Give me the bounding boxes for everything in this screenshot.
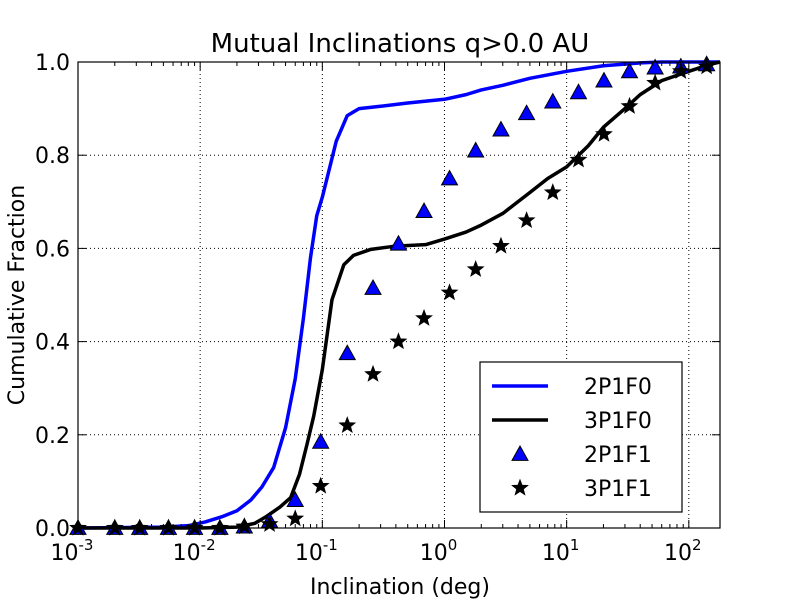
legend-label: 3P1F1: [584, 477, 652, 502]
y-axis-title: Cumulative Fraction: [5, 185, 30, 405]
series-line: [77, 60, 720, 530]
y-tick-label: 0.6: [35, 237, 70, 262]
y-tick-label: 1.0: [35, 51, 70, 76]
star-point: [311, 476, 330, 494]
triangle-point: [543, 92, 562, 109]
star-point: [159, 518, 178, 536]
plot-frame: [77, 61, 721, 529]
star-point: [415, 308, 433, 326]
x-tick-base: 10: [420, 541, 448, 566]
star-point: [697, 57, 716, 75]
triangle-point: [311, 432, 330, 449]
y-tick-label: 0.8: [35, 144, 70, 169]
triangle-point: [364, 278, 382, 295]
star-point: [466, 260, 485, 277]
triangle-point: [595, 71, 613, 88]
star-point: [543, 183, 562, 201]
x-tick-exponent: -1: [323, 536, 338, 554]
x-axis-title: Inclination (deg): [310, 575, 490, 600]
triangle-point: [492, 120, 510, 137]
x-tick-base: 10: [51, 541, 79, 566]
x-tick-label: 10-1: [295, 536, 338, 566]
star-point: [671, 61, 690, 79]
x-tick-base: 10: [173, 541, 201, 566]
legend-label: 3P1F0: [584, 409, 652, 434]
y-tick-label: 0.0: [35, 517, 70, 542]
legend-swatch-marker: [511, 444, 529, 461]
x-tick-exponent: 2: [692, 536, 702, 554]
star-point: [646, 73, 665, 91]
star-point: [620, 96, 639, 114]
legend-label: 2P1F1: [584, 443, 652, 468]
star-point: [492, 236, 510, 254]
x-tick-exponent: 0: [448, 536, 458, 554]
triangle-point: [517, 104, 536, 121]
star-point: [130, 518, 149, 536]
x-tick-label: 100: [420, 536, 458, 566]
y-tick-label: 0.4: [35, 331, 70, 356]
x-tick-base: 10: [542, 541, 570, 566]
triangle-point: [415, 202, 433, 219]
x-tick-exponent: -2: [201, 536, 216, 554]
triangle-point: [569, 83, 588, 100]
star-point: [235, 517, 254, 535]
legend-label: 2P1F0: [584, 375, 652, 400]
star-point: [364, 364, 382, 382]
triangle-point: [338, 344, 357, 361]
x-tick-label: 10-3: [51, 536, 94, 566]
star-point: [338, 416, 357, 434]
series-line: [78, 60, 721, 530]
x-tick-label: 102: [664, 536, 702, 566]
star-point: [286, 509, 305, 527]
legend-swatch-marker: [511, 478, 529, 496]
x-tick-label: 101: [542, 536, 580, 566]
star-point: [569, 150, 588, 168]
triangle-point: [620, 62, 639, 79]
x-tick-base: 10: [664, 541, 692, 566]
triangle-point: [286, 491, 305, 507]
y-tick-label: 0.2: [35, 424, 70, 449]
star-point: [440, 283, 459, 301]
star-point: [595, 124, 613, 142]
legend: 2P1F0 3P1F0 2P1F1 3P1F1: [479, 361, 683, 513]
x-tick-exponent: 1: [570, 536, 580, 554]
x-tick-label: 10-2: [173, 536, 216, 566]
triangle-point: [389, 234, 408, 251]
chart-title: Mutual Inclinations q>0.0 AU: [211, 29, 590, 59]
star-point: [389, 332, 408, 350]
triangle-point: [440, 169, 459, 186]
triangle-point: [466, 141, 485, 158]
x-tick-exponent: -3: [79, 536, 94, 554]
series-2P1F0: [77, 60, 720, 530]
star-point: [517, 211, 536, 229]
x-tick-base: 10: [295, 541, 323, 566]
series-3P1F0: [78, 60, 721, 530]
plot-series: [69, 55, 721, 536]
star-point: [210, 518, 229, 536]
